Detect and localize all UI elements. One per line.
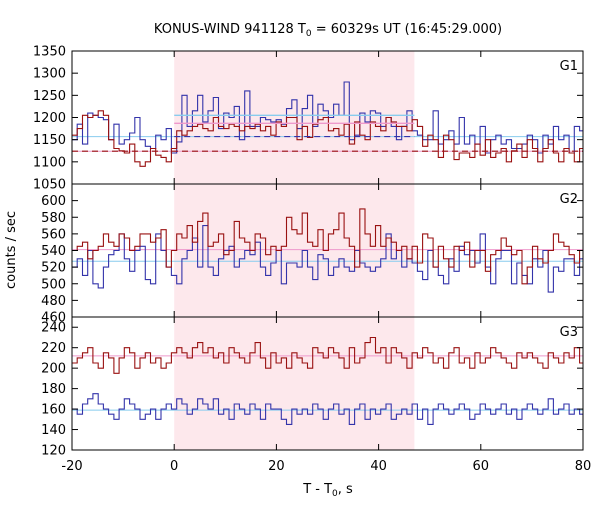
x-axis-title: T - T0, s xyxy=(302,482,353,499)
x-axis-title-subscript: 0 xyxy=(332,489,338,499)
x-tick-label: 40 xyxy=(370,459,387,474)
chart-title-subscript: 0 xyxy=(306,29,312,39)
y-tick-label: 1100 xyxy=(33,155,66,170)
x-tick-label: 80 xyxy=(575,459,592,474)
y-tick-label: 540 xyxy=(41,244,66,259)
chart-title: KONUS-WIND 941128 T0 = 60329s UT (16:45:… xyxy=(154,22,502,39)
blue-series-line xyxy=(72,225,583,293)
y-tick-label: 200 xyxy=(41,362,66,377)
red-series-line xyxy=(72,336,583,374)
y-tick-label: 600 xyxy=(41,194,66,209)
plot-layer: 1050110011501200125013001350G14604805005… xyxy=(33,45,591,475)
y-tick-label: 140 xyxy=(41,423,66,438)
y-tick-label: 120 xyxy=(41,444,66,459)
blue-series-line xyxy=(72,81,583,154)
y-tick-label: 1150 xyxy=(33,133,66,148)
chart-title-main: KONUS-WIND 941128 T xyxy=(154,22,306,37)
y-tick-label: 580 xyxy=(41,211,66,226)
x-tick-label: 60 xyxy=(473,459,490,474)
y-tick-label: 500 xyxy=(41,277,66,292)
y-tick-label: 560 xyxy=(41,227,66,242)
x-tick-label: 0 xyxy=(170,459,178,474)
panel-g3: 120 140 160 180 200 220 240 G3 xyxy=(41,316,584,459)
y-tick-label: 1250 xyxy=(33,89,66,104)
x-tick-label: -20 xyxy=(61,459,82,474)
red-series-line xyxy=(72,208,583,285)
y-tick-label: 480 xyxy=(41,294,66,309)
y-tick-label: 240 xyxy=(41,321,66,336)
panel-g1: 1050 1100 1150 1200 1250 1300 1350 G1 xyxy=(33,45,584,193)
blue-series-line xyxy=(72,393,583,425)
y-tick-label: 460 xyxy=(41,311,66,326)
y-tick-label: 520 xyxy=(41,261,66,276)
chart-title-rest: = 60329s UT (16:45:29.000) xyxy=(312,22,502,37)
panel-frame xyxy=(71,316,584,451)
y-axis-title: counts / sec xyxy=(4,211,19,289)
y-tick-label: 1350 xyxy=(33,45,66,60)
panel-label: G2 xyxy=(560,192,578,207)
panel-label: G3 xyxy=(560,325,578,340)
x-axis-title-rest: , s xyxy=(338,482,353,497)
x-tick-label: 20 xyxy=(268,459,285,474)
y-tick-label: 160 xyxy=(41,403,66,418)
red-series-line xyxy=(72,110,583,167)
y-tick-label: 1200 xyxy=(33,111,66,126)
y-tick-label: 180 xyxy=(41,382,66,397)
x-axis-title-main: T - T xyxy=(302,482,332,497)
y-tick-label: 220 xyxy=(41,341,66,356)
panel-label: G1 xyxy=(560,59,578,74)
y-tick-label: 1300 xyxy=(33,67,66,82)
y-tick-label: 1050 xyxy=(33,178,66,193)
